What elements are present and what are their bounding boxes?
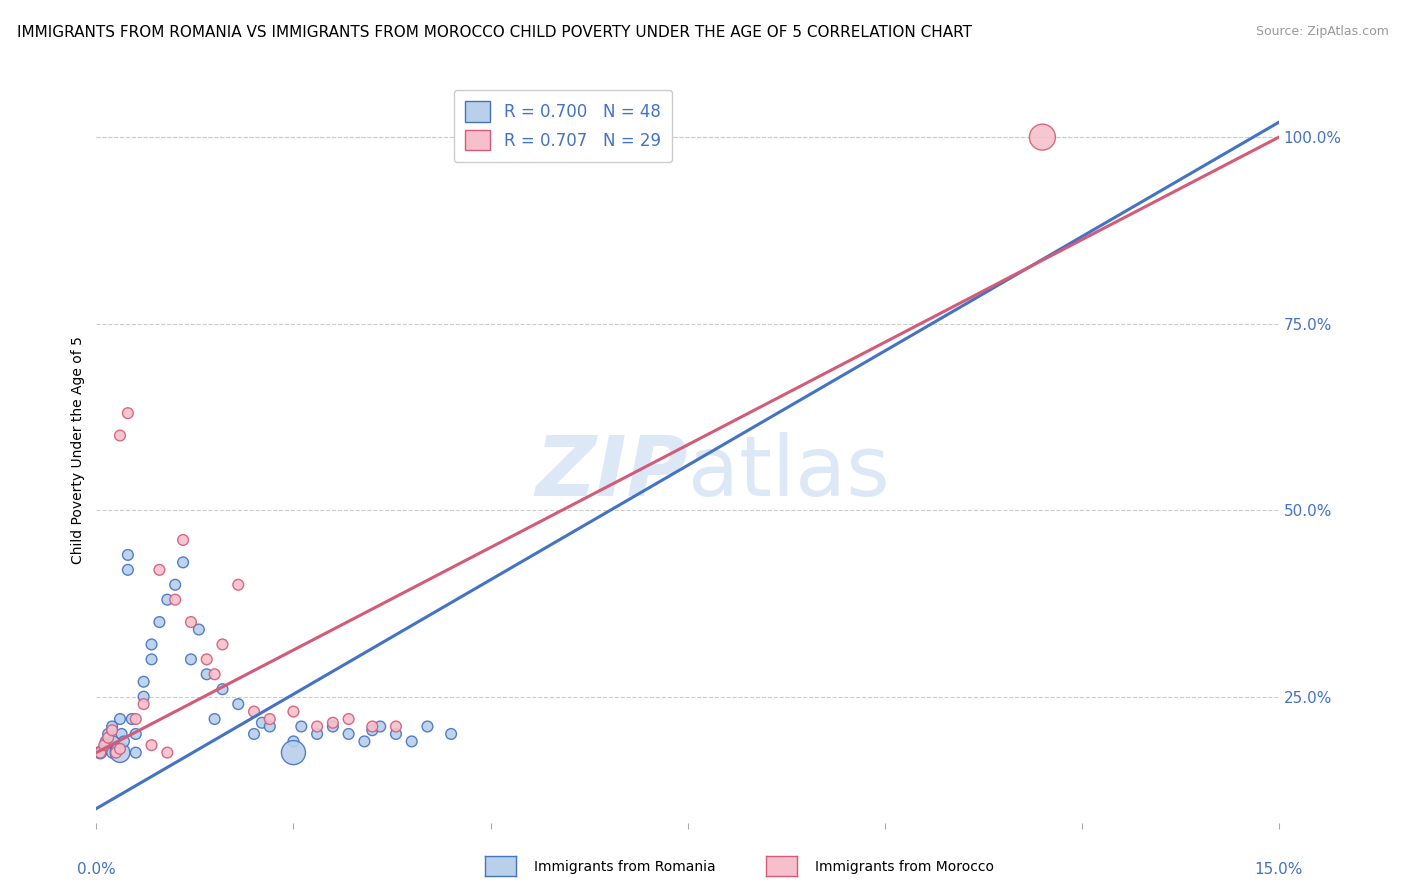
Point xyxy=(322,715,344,730)
Point xyxy=(89,746,111,760)
Point xyxy=(117,563,139,577)
Point xyxy=(132,690,155,704)
Point xyxy=(187,623,209,637)
Point xyxy=(108,742,131,756)
Text: 0.0%: 0.0% xyxy=(77,863,115,878)
Point xyxy=(385,719,408,733)
Point xyxy=(121,712,143,726)
Point xyxy=(172,555,194,569)
Text: ZIP: ZIP xyxy=(536,433,688,513)
Point xyxy=(101,719,124,733)
Point xyxy=(165,592,187,607)
Point xyxy=(307,719,329,733)
Point xyxy=(353,734,375,748)
Point xyxy=(385,727,408,741)
Text: Immigrants from Morocco: Immigrants from Morocco xyxy=(815,860,994,874)
Point xyxy=(105,746,128,760)
Point xyxy=(322,719,344,733)
Point xyxy=(100,738,122,752)
Point xyxy=(259,712,281,726)
Text: Source: ZipAtlas.com: Source: ZipAtlas.com xyxy=(1256,25,1389,38)
Point xyxy=(416,719,439,733)
Point xyxy=(307,727,329,741)
Point xyxy=(156,746,179,760)
Point xyxy=(259,719,281,733)
Point xyxy=(180,615,202,629)
Point xyxy=(148,615,170,629)
Point xyxy=(211,682,233,697)
Point xyxy=(132,674,155,689)
Point xyxy=(125,727,148,741)
Point xyxy=(290,719,312,733)
Legend: R = 0.700   N = 48, R = 0.707   N = 29: R = 0.700 N = 48, R = 0.707 N = 29 xyxy=(454,89,672,161)
Point xyxy=(243,705,266,719)
Point xyxy=(401,734,423,748)
Point xyxy=(204,712,226,726)
Point xyxy=(195,667,218,681)
Point xyxy=(141,637,163,651)
Point xyxy=(226,578,249,592)
Point xyxy=(132,697,155,711)
Point xyxy=(361,719,384,733)
Text: Immigrants from Romania: Immigrants from Romania xyxy=(534,860,716,874)
Point xyxy=(172,533,194,547)
Point xyxy=(141,738,163,752)
Point xyxy=(283,746,305,760)
Point xyxy=(108,428,131,442)
Point xyxy=(101,723,124,738)
Text: 15.0%: 15.0% xyxy=(1254,863,1303,878)
Point xyxy=(108,746,131,760)
Point xyxy=(1031,130,1053,145)
Text: atlas: atlas xyxy=(688,433,890,513)
Point xyxy=(211,637,233,651)
Point xyxy=(180,652,202,666)
Point xyxy=(337,712,360,726)
Point xyxy=(361,723,384,738)
Point xyxy=(93,742,115,756)
Point xyxy=(440,727,463,741)
Point xyxy=(368,719,391,733)
Point xyxy=(97,727,120,741)
Point xyxy=(89,746,111,760)
Point xyxy=(117,548,139,562)
Point xyxy=(337,727,360,741)
Point xyxy=(125,746,148,760)
Point xyxy=(243,727,266,741)
Point xyxy=(112,734,135,748)
Point xyxy=(165,578,187,592)
Point xyxy=(105,742,128,756)
Point xyxy=(93,738,115,752)
Point xyxy=(283,705,305,719)
Point xyxy=(101,746,124,760)
Point xyxy=(110,727,132,741)
Point xyxy=(103,734,125,748)
Point xyxy=(156,592,179,607)
Point xyxy=(226,697,249,711)
Point xyxy=(94,734,117,748)
Point xyxy=(97,731,120,745)
Point xyxy=(148,563,170,577)
Point xyxy=(250,715,273,730)
Point xyxy=(283,734,305,748)
Point xyxy=(195,652,218,666)
Point xyxy=(108,712,131,726)
Point xyxy=(141,652,163,666)
Point xyxy=(204,667,226,681)
Point xyxy=(117,406,139,420)
Point xyxy=(125,712,148,726)
Y-axis label: Child Poverty Under the Age of 5: Child Poverty Under the Age of 5 xyxy=(72,336,86,565)
Text: IMMIGRANTS FROM ROMANIA VS IMMIGRANTS FROM MOROCCO CHILD POVERTY UNDER THE AGE O: IMMIGRANTS FROM ROMANIA VS IMMIGRANTS FR… xyxy=(17,25,972,40)
